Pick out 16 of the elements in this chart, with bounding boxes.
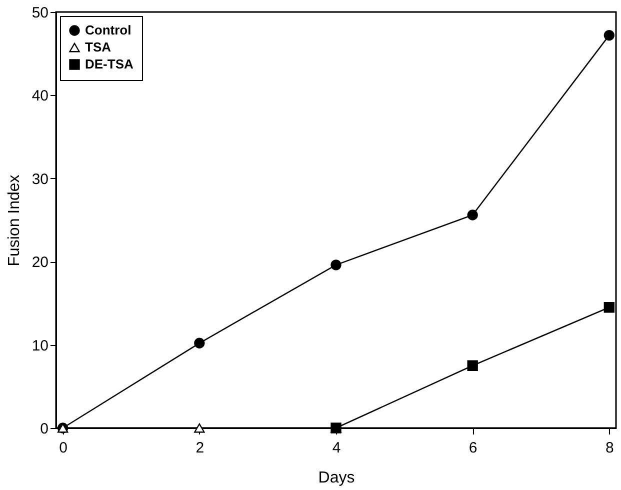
y-tick-label: 40 [32, 88, 48, 105]
y-axis-title: Fusion Index [6, 174, 23, 266]
y-tick-label: 20 [32, 254, 48, 272]
x-tick-label: 6 [468, 440, 478, 456]
y-tick-label: 30 [32, 170, 48, 188]
x-tick-label: 8 [606, 440, 614, 456]
y-tick-label: 10 [32, 337, 48, 354]
y-tick-label: 50 [32, 4, 48, 22]
x-tick-label: 4 [332, 440, 341, 456]
legend-label: DE-TSA [85, 56, 134, 72]
x-axis-title: Days [318, 470, 355, 486]
y-tick-label: 0 [40, 420, 48, 438]
x-tick-label: 2 [196, 440, 204, 456]
legend-label: TSA [85, 40, 112, 54]
legend-label: Control [85, 22, 132, 38]
x-tick-label: 0 [59, 440, 68, 456]
